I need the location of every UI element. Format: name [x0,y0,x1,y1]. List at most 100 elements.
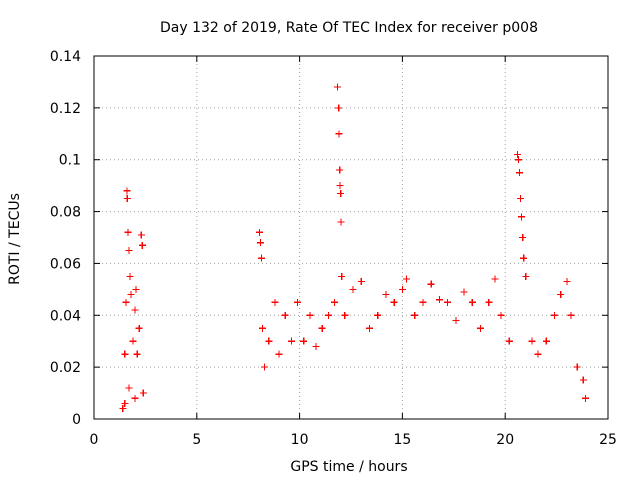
data-point [522,272,530,280]
data-point [334,83,342,91]
data-point [542,337,550,345]
data-point [324,311,332,319]
plot-frame [93,55,609,420]
data-point [131,306,139,314]
data-point [435,296,443,304]
x-tick-label: 15 [393,432,411,448]
data-point [129,337,137,345]
data-point [336,182,344,190]
y-tick-label: 0.14 [50,49,81,65]
x-tick-label: 25 [599,432,617,448]
x-tick-label: 10 [291,432,309,448]
data-point [125,384,133,392]
data-point [485,298,493,306]
data-point [259,324,267,332]
data-point [258,254,266,262]
y-axis-title: ROTI / TECUs [7,193,23,285]
data-point [573,363,581,371]
data-point [349,285,357,293]
data-point [312,342,320,350]
data-point [411,311,419,319]
data-point [294,298,302,306]
data-point [335,104,343,112]
grid-layer [94,56,608,419]
series-roti [119,83,589,413]
data-point [497,311,505,319]
y-tick-label: 0.06 [50,256,81,272]
data-point [468,298,476,306]
data-point [452,316,460,324]
data-point [306,311,314,319]
data-point [516,169,524,177]
data-point [520,254,528,262]
data-point [528,337,536,345]
data-point [419,298,427,306]
data-point [261,363,269,371]
data-point [390,298,398,306]
y-tick-label: 0 [72,412,81,428]
y-tick-label: 0.12 [50,101,81,117]
data-point [518,213,526,221]
data-point [567,311,575,319]
data-point [398,285,406,293]
data-point [123,195,131,203]
y-tick-label: 0.02 [50,360,81,376]
data-point [514,151,522,159]
data-point [137,231,145,239]
x-tick-label: 5 [192,432,201,448]
data-point [127,291,135,299]
y-tick-label: 0.1 [59,153,81,169]
data-point [337,189,345,197]
x-tick-label: 20 [496,432,514,448]
data-point [366,324,374,332]
y-tick-label: 0.04 [50,308,81,324]
data-point [271,298,279,306]
data-point [125,246,133,254]
data-point [300,337,308,345]
data-point [519,234,527,241]
data-point [338,272,346,280]
data-point [444,298,452,306]
data-point [121,399,129,407]
data-point [534,350,542,358]
data-point [477,324,485,332]
points-layer [119,83,589,413]
data-point [123,187,131,195]
data-point [256,228,264,236]
data-point [335,130,343,138]
data-point [581,394,589,402]
data-point [275,350,283,358]
chart-title: Day 132 of 2019, Rate Of TEC Index for r… [160,20,538,36]
data-point [265,337,273,345]
data-point [382,291,390,299]
data-point [515,156,523,164]
data-point [517,195,525,203]
data-point [135,324,143,332]
data-point [139,389,147,397]
data-point [491,275,499,283]
data-point [318,324,326,332]
data-point [131,394,139,402]
data-point [357,278,365,286]
data-point [132,285,140,293]
data-point [122,298,130,306]
data-point [119,405,127,413]
data-point [557,291,565,299]
y-tick-label: 0.08 [50,205,81,221]
x-tick-labels: 0 5 10 15 20 25 [90,432,617,448]
data-point [133,350,141,358]
data-point [551,311,559,319]
data-point [138,241,146,249]
data-point [337,218,345,226]
data-point [563,278,571,286]
y-tick-labels: 0 0.02 0.04 0.06 0.08 0.1 0.12 0.14 [50,49,81,428]
data-point [336,166,344,174]
data-point [505,337,513,345]
data-point [281,311,289,319]
x-axis-title: GPS time / hours [290,459,407,475]
data-point [287,337,295,345]
x-tick-label: 0 [90,432,99,448]
data-point [427,280,435,288]
data-point [126,272,134,280]
